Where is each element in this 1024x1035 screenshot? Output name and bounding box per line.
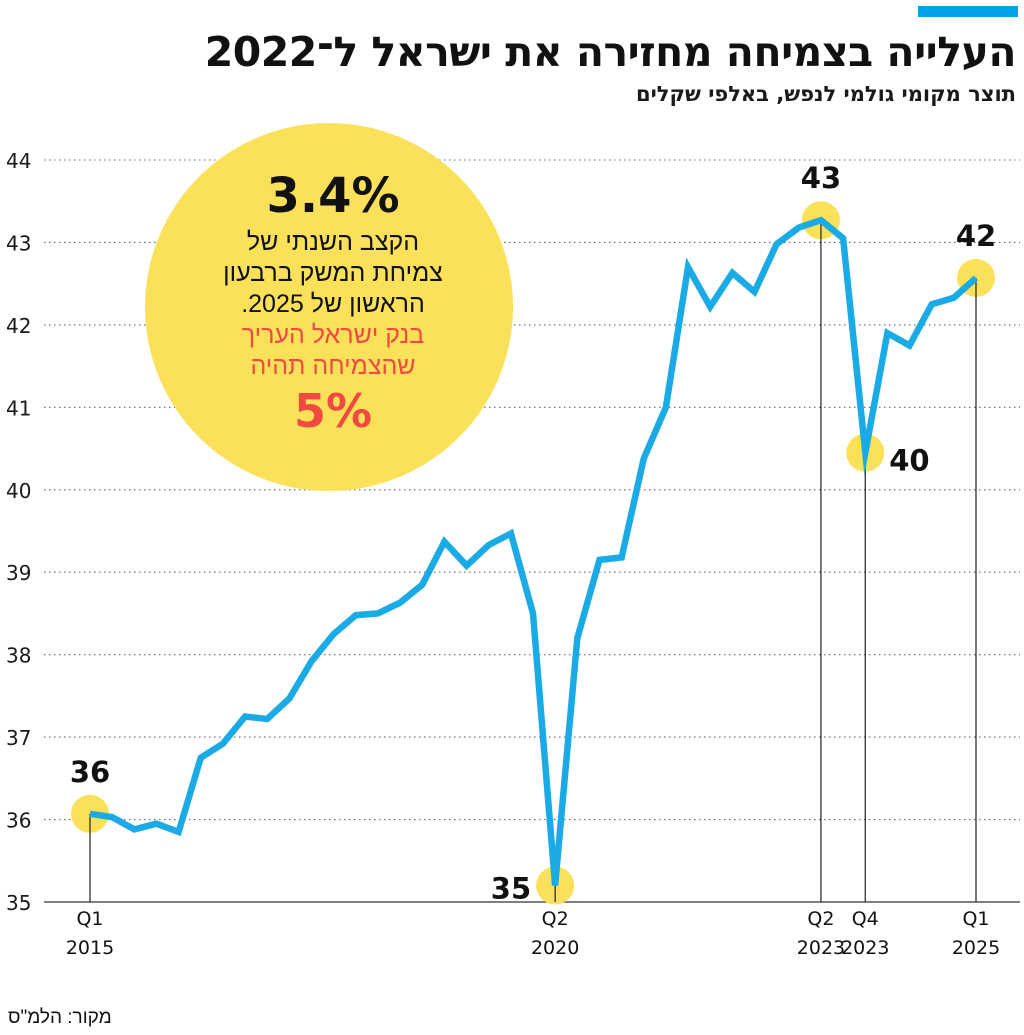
y-tick-label: 41 [6, 396, 31, 420]
value-annotations: 36 35 43 40 42 [70, 161, 996, 905]
y-axis-tick-labels: 35 36 37 38 39 40 41 42 43 44 [6, 149, 31, 915]
data-label: 40 [889, 444, 929, 478]
callout-line-5: שהצמיחה תהיה [250, 352, 416, 380]
y-tick-label: 44 [6, 149, 31, 173]
callout-growth-value: 3.4% [266, 168, 400, 224]
x-tick-quarter: Q2 [542, 908, 569, 930]
gdp-series-line [89, 216, 979, 886]
chart-subtitle: תוצר מקומי גולמי לנפש, באלפי שקלים [635, 82, 1016, 106]
growth-callout-circle [145, 123, 513, 491]
callout-line-4: בנק ישראל העריך [241, 321, 425, 349]
callout-line-2: צמיחת המשק ברבעון [223, 259, 443, 287]
y-tick-label: 38 [6, 644, 31, 668]
x-tick-year: 2025 [952, 937, 1000, 959]
x-axis-tick-labels: Q1 2015 Q2 2020 Q2 2023 Q4 2023 Q1 2025 [66, 908, 1000, 959]
x-tick-year: 2015 [66, 937, 114, 959]
y-tick-label: 40 [6, 479, 31, 503]
x-tick-quarter: Q1 [962, 908, 989, 930]
callout-line-3: הראשון של 2025. [241, 290, 425, 318]
y-tick-label: 42 [6, 314, 31, 338]
y-tick-label: 35 [6, 891, 31, 915]
y-tick-label: 43 [6, 231, 31, 255]
data-label: 36 [70, 755, 110, 789]
data-label: 42 [956, 219, 996, 253]
callout-line-1: הקצב השנתי של [246, 228, 420, 256]
chart-title: העלייה בצמיחה מחזירה את ישראל ל־2022 [204, 28, 1017, 76]
grid-lines [44, 159, 1020, 903]
x-tick-quarter: Q2 [807, 908, 834, 930]
x-tick-quarter: Q4 [852, 908, 879, 930]
accent-bar [918, 6, 1018, 17]
growth-callout: 3.4% הקצב השנתי של צמיחת המשק ברבעון הרא… [148, 165, 518, 440]
callout-forecast-value: 5% [293, 384, 373, 438]
y-tick-label: 37 [6, 726, 31, 750]
data-label: 43 [801, 161, 841, 195]
data-label: 35 [491, 872, 531, 906]
x-tick-year: 2023 [797, 937, 845, 959]
y-tick-label: 36 [6, 809, 31, 833]
x-tick-year: 2020 [531, 937, 579, 959]
source-note: מקור: הלמ"ס [8, 1007, 112, 1028]
x-tick-quarter: Q1 [76, 908, 103, 930]
x-tick-drop-lines [89, 220, 977, 902]
series-line-layer [89, 216, 979, 886]
x-tick-year: 2023 [841, 937, 889, 959]
y-tick-label: 39 [6, 561, 31, 585]
